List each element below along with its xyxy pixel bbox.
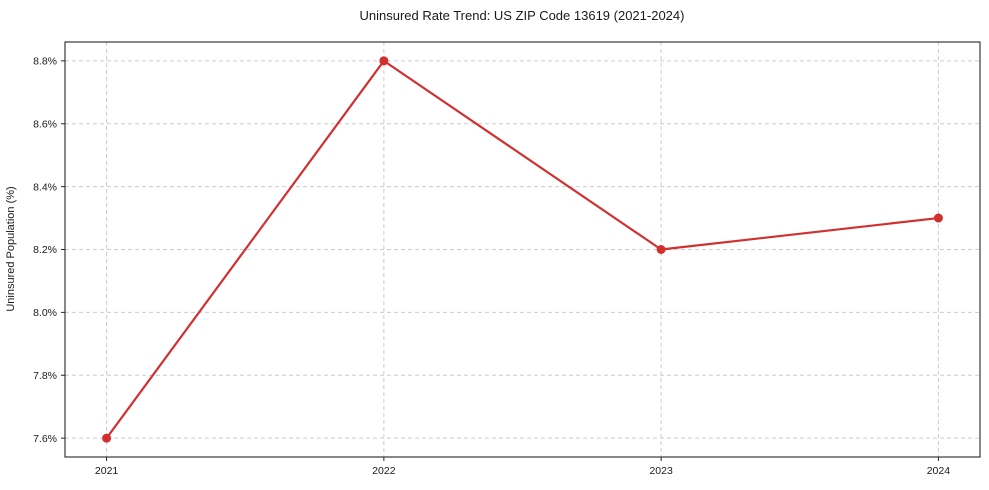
plot-area: 7.6% 7.8% 8.0% 8.2% 8.4% 8.6% 8.8% 2021 2022 2023…: [33, 41, 981, 477]
y-tick-label: 8.8%: [33, 56, 57, 68]
y-tick-label: 8.6%: [33, 118, 57, 130]
trend-line: [105, 59, 940, 440]
y-tick-label: 8.4%: [33, 181, 57, 193]
y-tick-label: 8.0%: [33, 307, 57, 319]
data-point-marker: [656, 245, 666, 254]
y-axis-label: Uninsured Population (%): [5, 186, 17, 311]
y-tick-label: 7.8%: [33, 370, 57, 382]
x-tick-label: 2023: [649, 465, 673, 477]
x-tick-label: 2022: [372, 465, 396, 477]
data-point-marker: [933, 213, 943, 223]
x-tick-label: 2024: [927, 465, 951, 477]
x-tick-label: 2021: [95, 465, 119, 477]
chart-title: Uninsured Rate Trend: US ZIP Code 13619 …: [360, 8, 685, 23]
data-point-marker: [102, 433, 112, 443]
y-tick-label: 7.6%: [33, 433, 57, 445]
data-point-marker: [379, 56, 389, 66]
y-tick-label: 8.2%: [33, 244, 57, 256]
